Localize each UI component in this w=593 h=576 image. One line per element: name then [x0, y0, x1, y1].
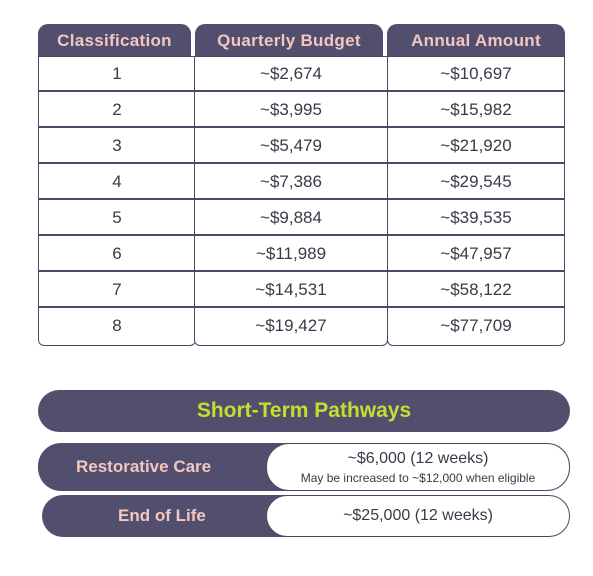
- row-divider: [38, 270, 565, 272]
- table-row: 1 ~$2,674 ~$10,697: [38, 56, 565, 92]
- row-divider: [38, 234, 565, 236]
- row-divider: [38, 306, 565, 308]
- budget-table: Classification Quarterly Budget Annual A…: [38, 24, 565, 346]
- cell-annual-amount: ~$39,535: [440, 208, 512, 227]
- row-divider: [38, 162, 565, 164]
- table-row: 3 ~$5,479 ~$21,920: [38, 128, 565, 164]
- pathway-amount: ~$6,000 (12 weeks): [347, 449, 489, 467]
- table-body: 1 ~$2,674 ~$10,697 2 ~$3,995 ~$15,982 3 ~$5,479…: [38, 56, 565, 346]
- cell-annual-amount: ~$21,920: [440, 136, 512, 155]
- row-divider: [38, 126, 565, 128]
- cell-classification: 3: [112, 136, 122, 155]
- header-annual-amount: Annual Amount: [387, 24, 565, 58]
- table-rows: 1 ~$2,674 ~$10,697 2 ~$3,995 ~$15,982 3 ~$5,479…: [38, 56, 565, 346]
- header-classification: Classification: [38, 24, 191, 58]
- cell-annual-amount: ~$10,697: [440, 64, 512, 83]
- cell-quarterly-budget: ~$9,884: [260, 208, 322, 227]
- cell-quarterly-budget: ~$2,674: [260, 64, 322, 83]
- cell-quarterly-budget: ~$5,479: [260, 136, 322, 155]
- cell-quarterly-budget: ~$19,427: [255, 316, 327, 335]
- table-row: 5 ~$9,884 ~$39,535: [38, 200, 565, 236]
- table-header-row: Classification Quarterly Budget Annual A…: [38, 24, 565, 58]
- cell-classification: 6: [112, 244, 122, 263]
- pathway-amount: ~$25,000 (12 weeks): [343, 507, 493, 524]
- cell-classification: 4: [112, 172, 122, 191]
- cell-annual-amount: ~$77,709: [440, 316, 512, 335]
- cell-annual-amount: ~$47,957: [440, 244, 512, 263]
- cell-annual-amount: ~$58,122: [440, 280, 512, 299]
- cell-quarterly-budget: ~$3,995: [260, 100, 322, 119]
- pathway-note: May be increased to ~$12,000 when eligib…: [300, 470, 536, 485]
- cell-annual-amount: ~$15,982: [440, 100, 512, 119]
- cell-quarterly-budget: ~$7,386: [260, 172, 322, 191]
- row-divider: [38, 90, 565, 92]
- pathway-restorative-care: Restorative Care ~$6,000 (12 weeks) May …: [38, 443, 570, 491]
- cell-classification: 2: [112, 100, 122, 119]
- header-quarterly-budget: Quarterly Budget: [195, 24, 383, 58]
- pathway-end-of-life: End of Life ~$25,000 (12 weeks): [42, 495, 570, 537]
- table-row: 7 ~$14,531 ~$58,122: [38, 272, 565, 308]
- cell-classification: 7: [112, 280, 122, 299]
- table-row: 2 ~$3,995 ~$15,982: [38, 92, 565, 128]
- column-quarterly: [194, 56, 388, 346]
- table-row: 4 ~$7,386 ~$29,545: [38, 164, 565, 200]
- table-row: 8 ~$19,427 ~$77,709: [38, 308, 565, 344]
- cell-quarterly-budget: ~$11,989: [255, 244, 327, 263]
- cell-annual-amount: ~$29,545: [440, 172, 512, 191]
- column-annual: [387, 56, 565, 346]
- table-row: 6 ~$11,989 ~$47,957: [38, 236, 565, 272]
- cell-classification: 1: [112, 64, 122, 83]
- row-divider: [38, 198, 565, 200]
- column-classification: [38, 56, 196, 346]
- pathway-value-box: ~$6,000 (12 weeks) May be increased to ~…: [266, 443, 570, 491]
- pathways-title: Short-Term Pathways: [38, 390, 570, 432]
- cell-quarterly-budget: ~$14,531: [255, 280, 327, 299]
- cell-classification: 8: [112, 316, 122, 335]
- pathway-value-box: ~$25,000 (12 weeks): [266, 495, 570, 537]
- cell-classification: 5: [112, 208, 122, 227]
